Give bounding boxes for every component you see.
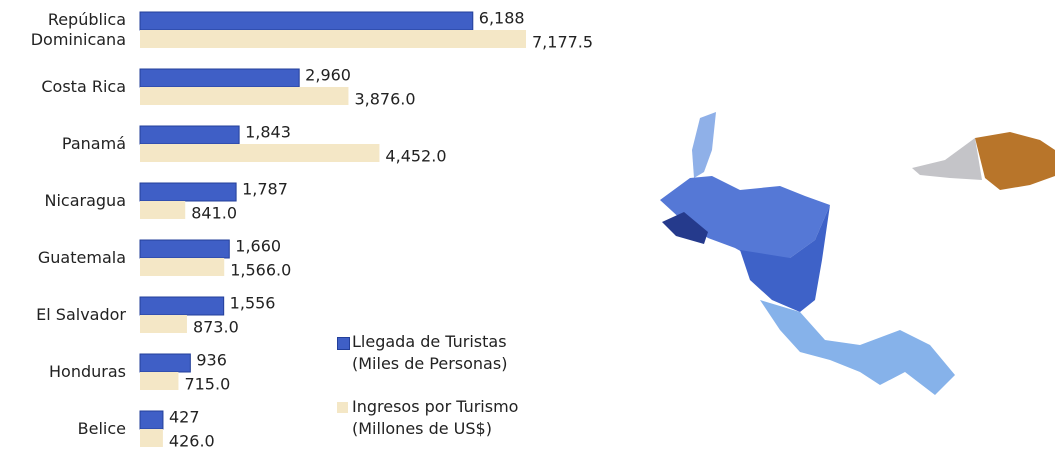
map-belize bbox=[692, 112, 716, 178]
bar bbox=[140, 258, 225, 276]
bar bbox=[140, 315, 187, 333]
map bbox=[660, 112, 1055, 395]
bar bbox=[139, 125, 240, 145]
value-label: 427 bbox=[169, 408, 200, 427]
bar bbox=[140, 372, 179, 390]
category-label: Belice bbox=[77, 419, 126, 438]
value-label: 873.0 bbox=[193, 318, 239, 337]
category-label: El Salvador bbox=[36, 305, 126, 324]
legend-label: Llegada de Turistas (Miles de Personas) bbox=[352, 332, 508, 373]
bar bbox=[140, 87, 349, 105]
category-label: Honduras bbox=[49, 362, 126, 381]
bar bbox=[139, 68, 300, 88]
value-label: 426.0 bbox=[169, 432, 215, 449]
map-guatemala-honduras bbox=[660, 176, 830, 262]
bar bbox=[139, 11, 474, 31]
category-label: Costa Rica bbox=[41, 77, 126, 96]
value-label: 2,960 bbox=[305, 66, 351, 85]
map-haiti bbox=[912, 138, 982, 180]
bar bbox=[139, 239, 230, 259]
bar bbox=[140, 201, 186, 219]
value-label: 1,660 bbox=[235, 237, 281, 256]
category-label: Nicaragua bbox=[44, 191, 127, 210]
value-label: 715.0 bbox=[184, 375, 230, 394]
legend-label: Ingresos por Turismo (Millones de US$) bbox=[352, 397, 519, 438]
bar bbox=[139, 353, 191, 373]
bar bbox=[139, 182, 237, 202]
value-label: 1,843 bbox=[245, 123, 291, 142]
category-label: Guatemala bbox=[37, 248, 126, 267]
bar bbox=[139, 410, 164, 430]
legend-swatch bbox=[337, 402, 348, 413]
bar bbox=[140, 30, 526, 48]
value-label: 4,452.0 bbox=[385, 147, 446, 166]
value-label: 7,177.5 bbox=[532, 33, 593, 52]
value-label: 841.0 bbox=[191, 204, 237, 223]
value-label: 1,787 bbox=[242, 180, 288, 199]
value-label: 936 bbox=[196, 351, 227, 370]
category-label: República Dominicana bbox=[30, 10, 126, 49]
map-nicaragua bbox=[740, 205, 830, 312]
value-label: 6,188 bbox=[479, 9, 525, 28]
legend-swatch bbox=[337, 337, 350, 350]
bar bbox=[139, 296, 225, 316]
bar bbox=[140, 429, 163, 447]
value-label: 1,566.0 bbox=[230, 261, 291, 280]
map-el-salvador bbox=[662, 212, 708, 244]
category-label: Panamá bbox=[61, 134, 126, 153]
bar bbox=[140, 144, 380, 162]
value-label: 3,876.0 bbox=[354, 90, 415, 109]
map-costa-rica-panama bbox=[760, 300, 955, 395]
map-dominican-republic bbox=[975, 132, 1055, 190]
value-label: 1,556 bbox=[230, 294, 276, 313]
